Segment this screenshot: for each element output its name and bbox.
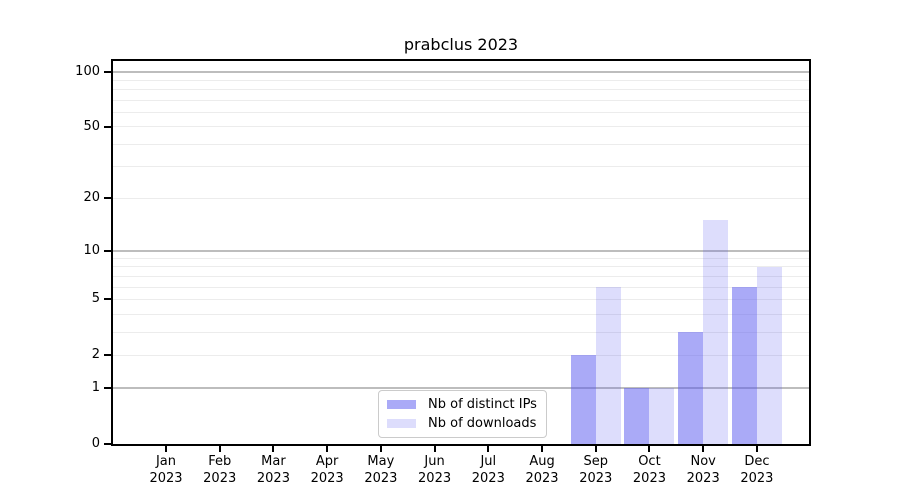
bar-nb-of-downloads-dec <box>756 266 782 444</box>
bar-nb-of-downloads-oct <box>649 388 675 444</box>
legend-item-distinct-ips: Nb of distinct IPs <box>387 396 537 413</box>
x-tick-mark-jan <box>165 446 167 452</box>
gridline-minor-4 <box>113 313 809 315</box>
gridline-minor-3 <box>113 331 809 333</box>
y-tick-mark-5 <box>104 298 111 301</box>
bar-nb-of-distinct-ips-oct <box>624 388 650 444</box>
y-tick-label-1: 1 <box>91 380 100 396</box>
legend-label-downloads: Nb of downloads <box>428 416 537 431</box>
y-tick-mark-100 <box>104 70 111 73</box>
x-tick-mark-nov <box>702 446 705 452</box>
legend-label-distinct-ips: Nb of distinct IPs <box>428 397 537 412</box>
y-tick-label-5: 5 <box>91 291 100 307</box>
x-tick-mark-sep <box>594 446 597 452</box>
x-tick-mark-dec <box>755 446 758 452</box>
x-tick-label-sep: Sep 2023 <box>579 454 613 486</box>
y-tick-mark-1 <box>104 387 111 390</box>
gridline-minor-50 <box>113 126 809 128</box>
bar-nb-of-distinct-ips-nov <box>678 332 704 444</box>
gridline-minor-5 <box>113 298 809 300</box>
y-tick-label-10: 10 <box>83 242 100 258</box>
x-tick-mark-mar <box>272 446 275 452</box>
legend-swatch-distinct-ips <box>387 400 416 409</box>
gridline-minor-70 <box>113 99 809 101</box>
gridline-minor-6 <box>113 286 809 288</box>
x-tick-mark-may <box>379 446 382 452</box>
x-tick-label-nov: Nov 2023 <box>686 454 720 486</box>
legend-swatch-downloads <box>387 419 416 428</box>
y-tick-label-0: 0 <box>91 436 100 451</box>
x-tick-label-may: May 2023 <box>364 454 398 486</box>
y-tick-label-20: 20 <box>83 190 100 206</box>
x-tick-mark-apr <box>326 446 329 452</box>
x-tick-label-mar: Mar 2023 <box>256 454 290 486</box>
gridline-minor-30 <box>113 166 809 168</box>
gridline-minor-40 <box>113 143 809 145</box>
gridline-minor-7 <box>113 275 809 277</box>
gridline-minor-60 <box>113 111 809 113</box>
chart-title: prabclus 2023 <box>403 35 519 54</box>
gridline-minor-9 <box>113 257 809 259</box>
y-tick-label-100: 100 <box>75 63 100 79</box>
gridline-minor-2 <box>113 354 809 356</box>
x-tick-label-feb: Feb 2023 <box>203 454 237 486</box>
gridline-minor-80 <box>113 89 809 90</box>
gridline-major-100 <box>113 70 809 73</box>
gridline-major-10 <box>113 249 809 252</box>
x-tick-mark-oct <box>648 446 651 452</box>
y-tick-mark-20 <box>104 197 111 200</box>
x-tick-label-oct: Oct 2023 <box>632 454 666 486</box>
legend: Nb of distinct IPs Nb of downloads <box>378 390 547 438</box>
x-tick-mark-feb <box>218 446 221 452</box>
gridline-minor-8 <box>113 266 809 268</box>
x-tick-label-aug: Aug 2023 <box>525 454 559 486</box>
legend-item-downloads: Nb of downloads <box>387 415 536 432</box>
x-tick-mark-jul <box>487 446 490 452</box>
y-tick-label-50: 50 <box>83 118 100 134</box>
bar-nb-of-distinct-ips-sep <box>570 355 596 444</box>
x-tick-label-apr: Apr 2023 <box>310 454 344 486</box>
y-tick-mark-0 <box>104 443 111 445</box>
y-tick-mark-2 <box>104 354 111 357</box>
plot-area <box>111 59 811 446</box>
y-tick-label-2: 2 <box>91 347 100 363</box>
bar-nb-of-downloads-nov <box>703 220 729 444</box>
gridline-minor-20 <box>113 197 809 199</box>
x-tick-label-jun: Jun 2023 <box>418 454 452 486</box>
x-tick-mark-aug <box>541 446 544 452</box>
x-tick-label-jul: Jul 2023 <box>471 454 505 486</box>
gridline-major-1 <box>113 387 809 390</box>
x-tick-mark-jun <box>433 446 436 452</box>
x-tick-label-jan: Jan 2023 <box>149 454 183 486</box>
bar-nb-of-downloads-sep <box>595 287 621 444</box>
x-tick-label-dec: Dec 2023 <box>740 454 774 486</box>
gridline-minor-90 <box>113 79 809 81</box>
y-tick-mark-10 <box>104 249 111 252</box>
bar-nb-of-distinct-ips-dec <box>731 287 757 444</box>
y-tick-mark-50 <box>104 125 111 128</box>
